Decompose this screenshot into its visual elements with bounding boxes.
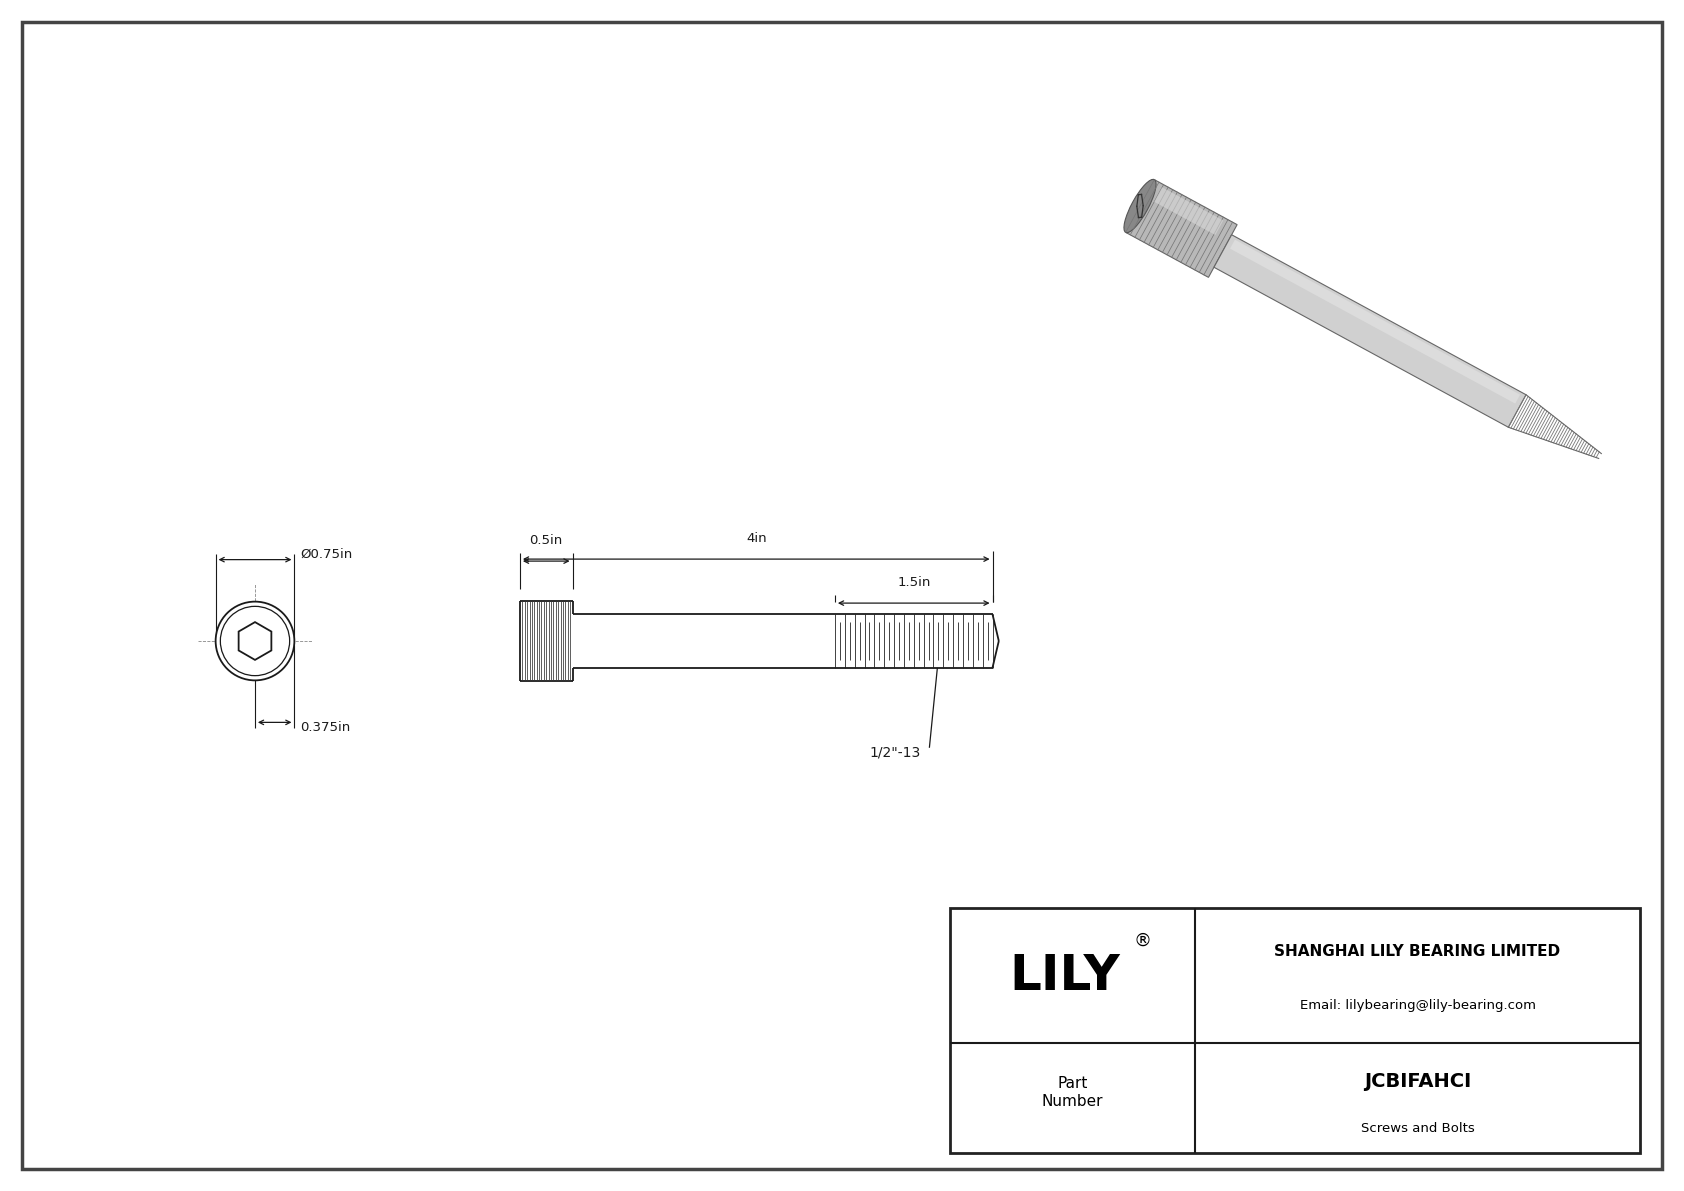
Text: 1/2"-13: 1/2"-13 <box>869 746 921 760</box>
Text: Screws and Bolts: Screws and Bolts <box>1361 1122 1475 1135</box>
Bar <box>950 908 1640 1153</box>
Text: Part
Number: Part Number <box>1042 1077 1103 1109</box>
Text: Ø0.75in: Ø0.75in <box>300 548 352 561</box>
Text: SHANGHAI LILY BEARING LIMITED: SHANGHAI LILY BEARING LIMITED <box>1275 943 1561 959</box>
Circle shape <box>216 601 295 680</box>
Text: LILY: LILY <box>1009 952 1120 999</box>
Text: ®: ® <box>1133 931 1152 949</box>
Text: 4in: 4in <box>746 532 766 545</box>
Text: JCBIFAHCI: JCBIFAHCI <box>1364 1072 1472 1091</box>
Polygon shape <box>1154 187 1223 235</box>
Text: Email: lilybearing@lily-bearing.com: Email: lilybearing@lily-bearing.com <box>1300 999 1536 1011</box>
Text: 1.5in: 1.5in <box>898 576 931 590</box>
Polygon shape <box>239 622 271 660</box>
Text: 0.5in: 0.5in <box>530 534 562 547</box>
Ellipse shape <box>1123 180 1155 232</box>
Polygon shape <box>1214 235 1526 428</box>
Polygon shape <box>1125 180 1238 278</box>
Text: 0.375in: 0.375in <box>300 721 350 734</box>
Circle shape <box>221 606 290 675</box>
Polygon shape <box>1229 239 1521 404</box>
